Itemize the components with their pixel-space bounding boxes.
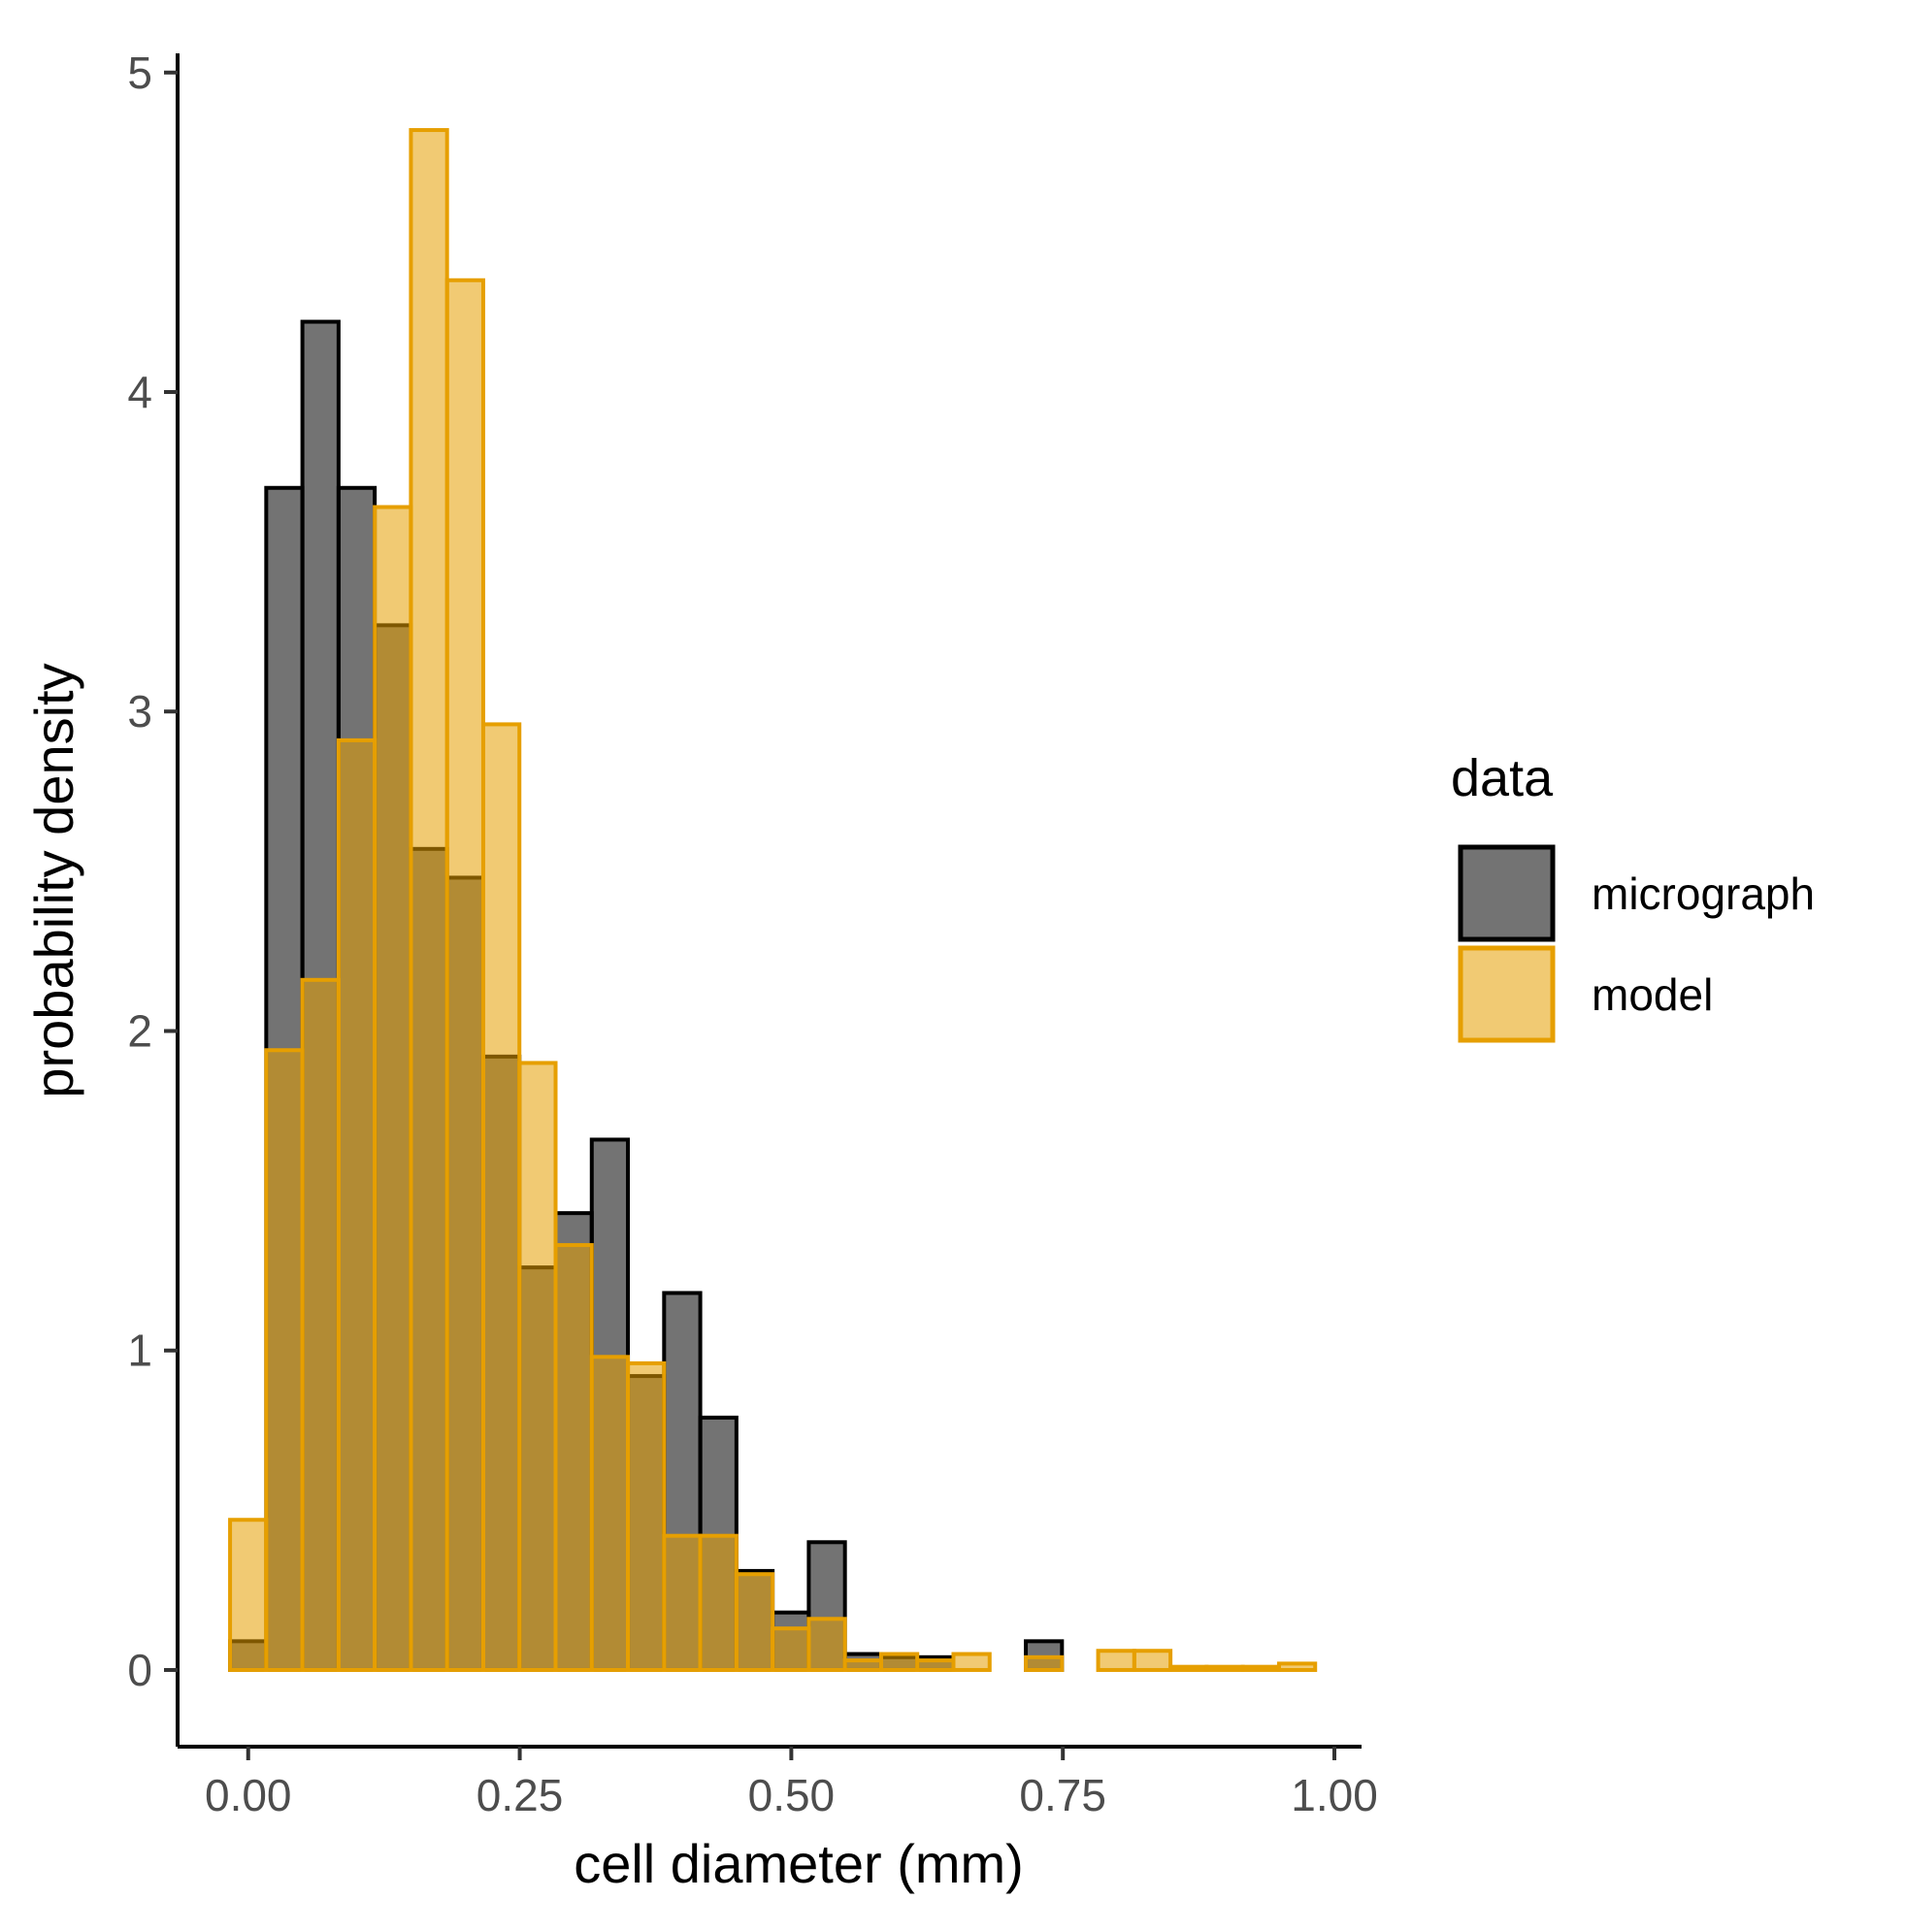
legend-label-micrograph: micrograph — [1592, 868, 1815, 919]
bar-model-1 — [264, 1048, 305, 1672]
axes-layer — [176, 53, 1362, 1749]
bar-model-11 — [626, 1360, 667, 1672]
bar-model-14 — [734, 1572, 775, 1672]
x-tick-label-4: 1.00 — [1291, 1770, 1378, 1820]
legend-title: data — [1451, 749, 1554, 807]
ticks-layer: 0.00 0.25 0.50 0.75 1.00 0 1 2 3 4 5 — [127, 48, 1377, 1820]
y-tick-label-4: 4 — [127, 367, 152, 417]
y-tick-label-5: 5 — [127, 48, 152, 98]
x-tick-label-0: 0.00 — [205, 1770, 292, 1820]
bar-model-3 — [336, 737, 378, 1672]
bar-model-29 — [1276, 1661, 1318, 1672]
legend: data micrograph model — [1451, 749, 1815, 1043]
bar-model-18 — [878, 1652, 920, 1672]
y-tick-label-3: 3 — [127, 686, 152, 737]
bar-model-7 — [480, 722, 522, 1672]
bar-model-22 — [1024, 1654, 1065, 1672]
bar-model-2 — [300, 977, 341, 1672]
y-tick-label-0: 0 — [127, 1645, 152, 1695]
x-tick-label-3: 0.75 — [1019, 1770, 1106, 1820]
bars-layer — [228, 128, 1318, 1672]
bar-model-9 — [553, 1243, 594, 1672]
bar-model-24 — [1096, 1649, 1136, 1672]
x-tick-label-1: 0.25 — [476, 1770, 564, 1820]
bar-model-16 — [806, 1617, 847, 1672]
bar-model-13 — [698, 1533, 739, 1672]
bar-model-27 — [1204, 1664, 1245, 1672]
x-axis-title: cell diameter (mm) — [574, 1833, 1024, 1894]
bar-model-0 — [228, 1518, 269, 1672]
bar-model-17 — [842, 1658, 883, 1672]
bar-model-4 — [373, 505, 413, 1672]
bar-model-5 — [409, 128, 449, 1672]
legend-key-model — [1458, 945, 1556, 1043]
series-model — [228, 128, 1318, 1672]
bar-model-12 — [662, 1533, 703, 1672]
bar-model-28 — [1240, 1664, 1281, 1672]
bar-model-10 — [589, 1355, 631, 1672]
legend-label-model: model — [1592, 969, 1713, 1020]
bar-model-8 — [517, 1061, 558, 1672]
bar-model-25 — [1132, 1649, 1173, 1672]
bar-model-6 — [444, 278, 485, 1672]
x-tick-label-2: 0.50 — [748, 1770, 836, 1820]
y-axis-title: probability density — [23, 663, 84, 1097]
bar-model-15 — [771, 1626, 811, 1672]
bar-model-20 — [951, 1652, 992, 1672]
legend-key-micrograph — [1458, 844, 1556, 942]
bar-model-26 — [1168, 1664, 1209, 1672]
bar-model-19 — [915, 1658, 956, 1672]
y-tick-label-2: 2 — [127, 1005, 152, 1056]
y-tick-label-1: 1 — [127, 1326, 152, 1376]
